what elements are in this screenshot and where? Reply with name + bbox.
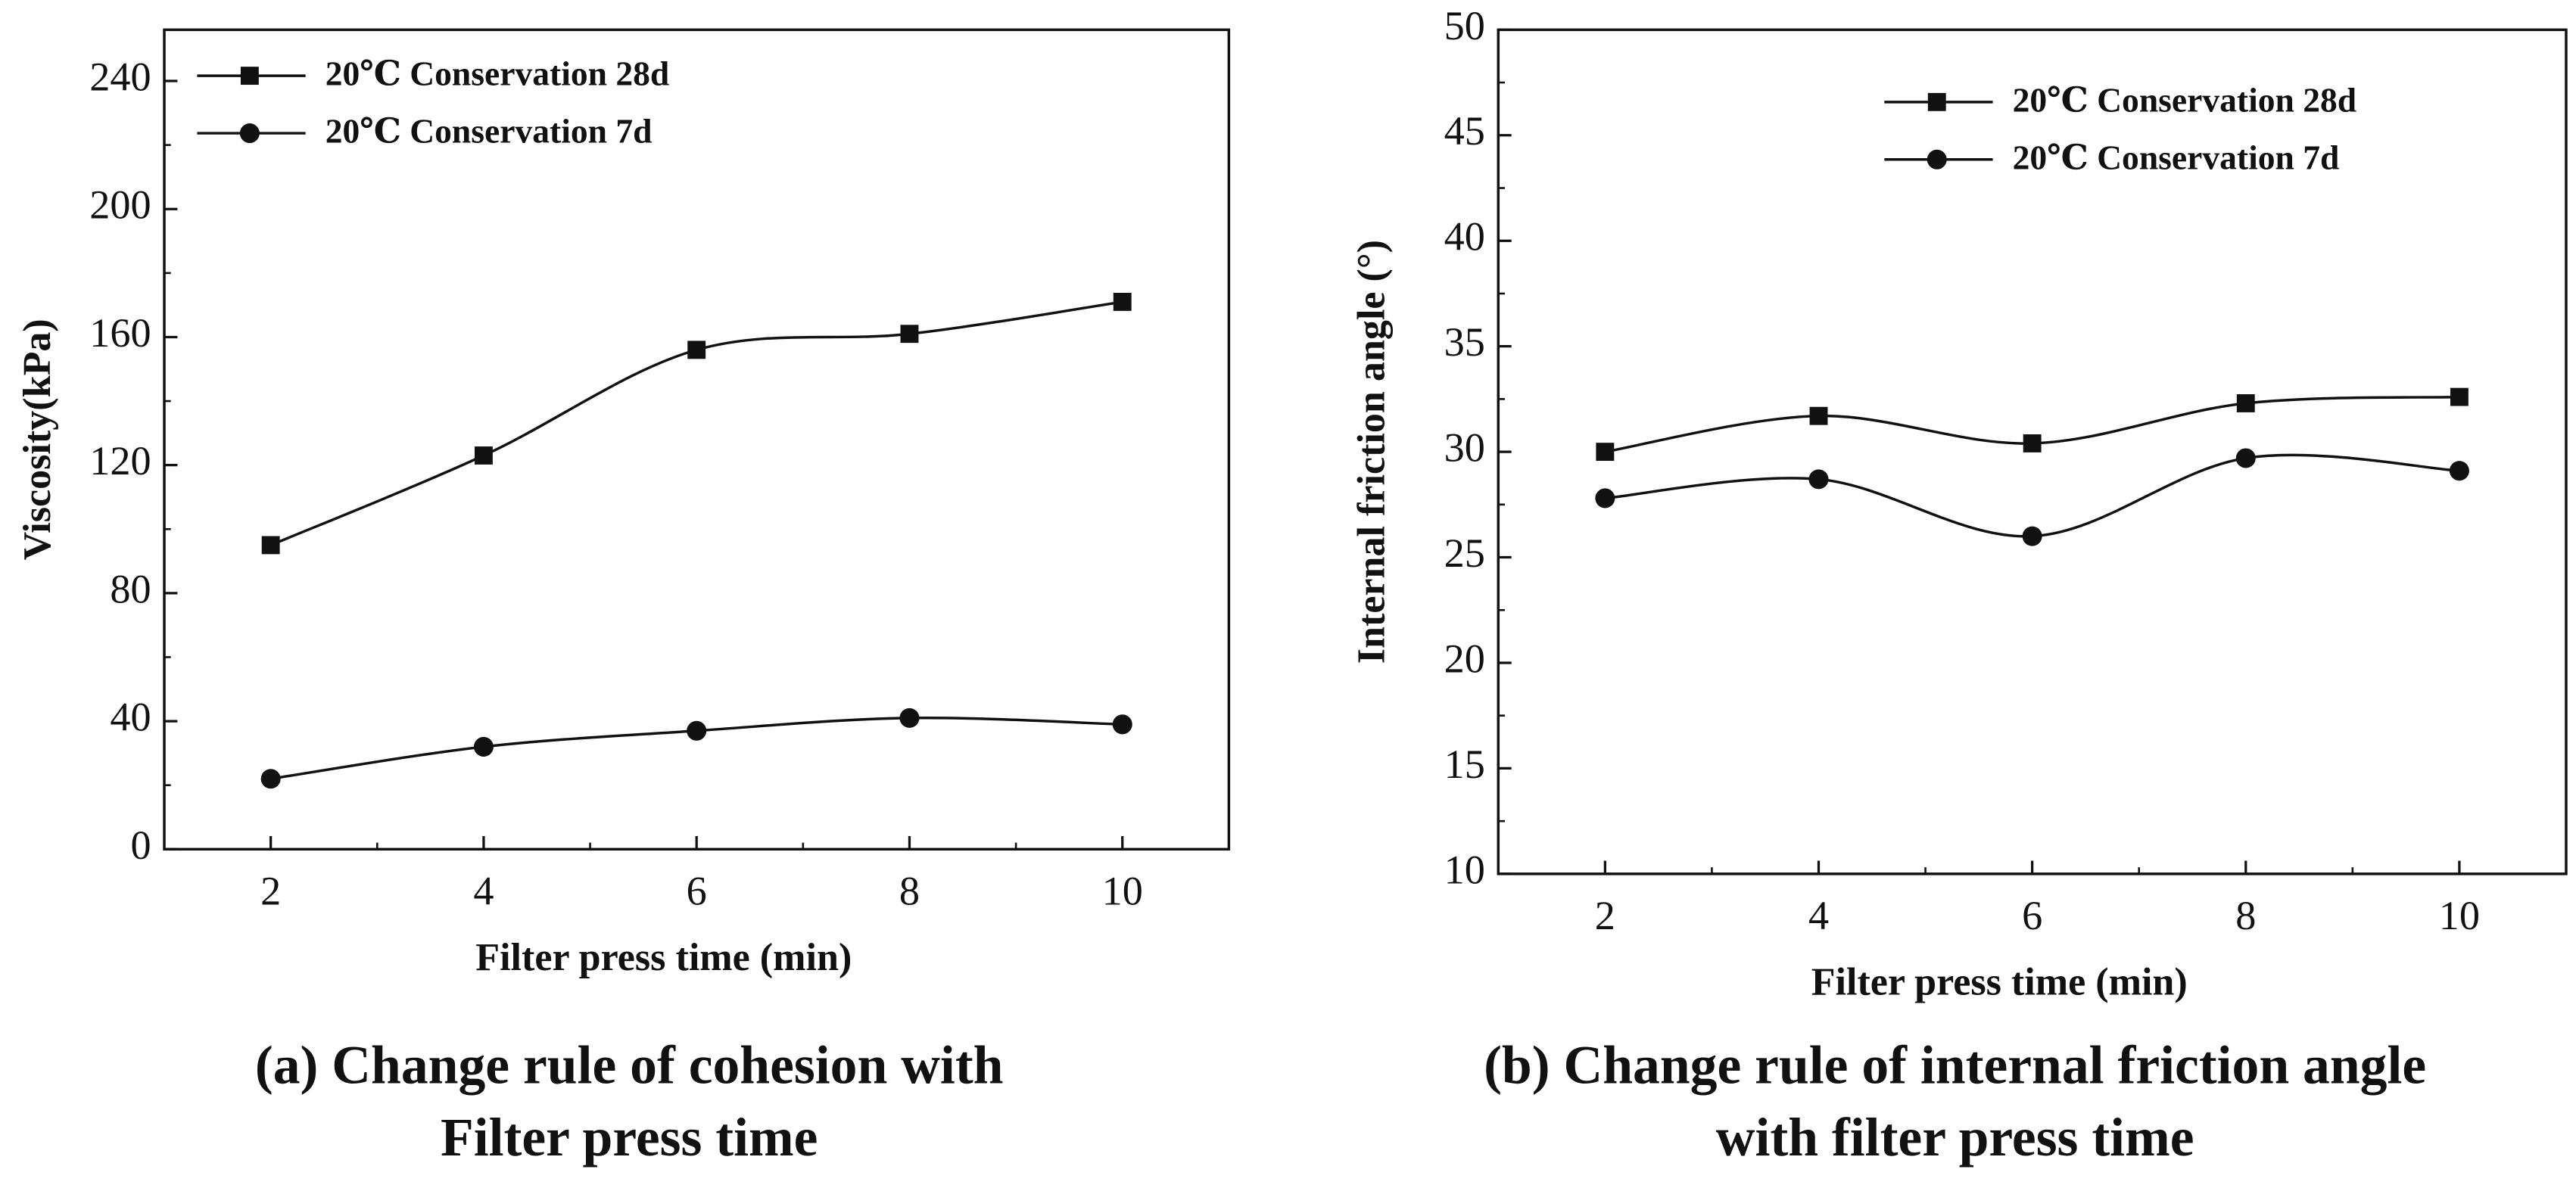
y-tick-label: 120 xyxy=(89,438,151,484)
series-line xyxy=(1605,453,2460,538)
marker xyxy=(261,536,280,555)
y-tick-label: 200 xyxy=(89,182,151,228)
x-tick-label: 6 xyxy=(687,869,707,914)
caption: (b) Change rule of internal friction ang… xyxy=(1484,1036,2426,1096)
y-tick-label: 40 xyxy=(110,695,151,740)
y-tick-label: 45 xyxy=(1444,108,1485,154)
y-tick-label: 160 xyxy=(89,310,151,356)
x-tick-label: 8 xyxy=(899,869,920,914)
y-tick-label: 15 xyxy=(1444,742,1485,787)
marker xyxy=(2236,394,2255,412)
y-tick-label: 25 xyxy=(1444,530,1485,576)
x-tick-label: 10 xyxy=(1102,869,1143,914)
caption: with filter press time xyxy=(1716,1108,2194,1168)
marker xyxy=(1809,406,1828,425)
x-axis-label: Filter press time (min) xyxy=(475,936,852,979)
caption: (a) Change rule of cohesion with xyxy=(255,1036,1004,1096)
marker xyxy=(260,769,281,789)
marker xyxy=(474,446,493,465)
x-tick-label: 4 xyxy=(473,869,494,914)
marker xyxy=(473,736,494,757)
x-tick-label: 2 xyxy=(1595,893,1615,938)
marker xyxy=(239,123,260,144)
marker xyxy=(1112,714,1132,735)
y-tick-label: 10 xyxy=(1444,847,1485,892)
marker xyxy=(1927,149,1947,169)
y-axis-label: Internal friction angle (°) xyxy=(1350,240,1393,664)
marker xyxy=(1113,292,1132,311)
y-tick-label: 20 xyxy=(1444,636,1485,681)
marker xyxy=(2022,526,2042,546)
y-tick-label: 30 xyxy=(1444,425,1485,471)
y-axis-label: Viscosity(kPa) xyxy=(16,319,59,560)
y-tick-label: 80 xyxy=(110,566,151,611)
y-tick-label: 0 xyxy=(131,823,151,868)
x-tick-label: 10 xyxy=(2439,893,2480,938)
x-tick-label: 4 xyxy=(1808,893,1829,938)
legend-label: 20℃ Conservation 28d xyxy=(2013,80,2357,119)
caption: Filter press time xyxy=(441,1108,818,1168)
marker xyxy=(2449,461,2469,481)
marker xyxy=(2235,448,2256,468)
marker xyxy=(2450,387,2469,406)
x-tick-label: 2 xyxy=(260,869,281,914)
legend-label: 20℃ Conservation 7d xyxy=(326,112,653,151)
marker xyxy=(1808,469,1829,490)
marker xyxy=(1595,488,1615,508)
x-tick-label: 8 xyxy=(2235,893,2256,938)
marker xyxy=(2023,434,2042,452)
legend-label: 20℃ Conservation 28d xyxy=(326,54,670,93)
marker xyxy=(687,341,706,359)
legend-label: 20℃ Conservation 7d xyxy=(2013,138,2340,176)
marker xyxy=(899,707,920,728)
x-axis-label: Filter press time (min) xyxy=(1811,960,2188,1003)
y-tick-label: 50 xyxy=(1444,3,1485,48)
y-tick-label: 40 xyxy=(1444,214,1485,260)
marker xyxy=(687,720,707,741)
marker xyxy=(1596,443,1615,462)
x-tick-label: 6 xyxy=(2022,893,2042,938)
marker xyxy=(900,325,919,344)
y-tick-label: 240 xyxy=(89,54,151,99)
y-tick-label: 35 xyxy=(1444,319,1485,365)
marker xyxy=(1927,92,1946,111)
marker xyxy=(240,67,259,86)
series-line xyxy=(269,300,1123,547)
